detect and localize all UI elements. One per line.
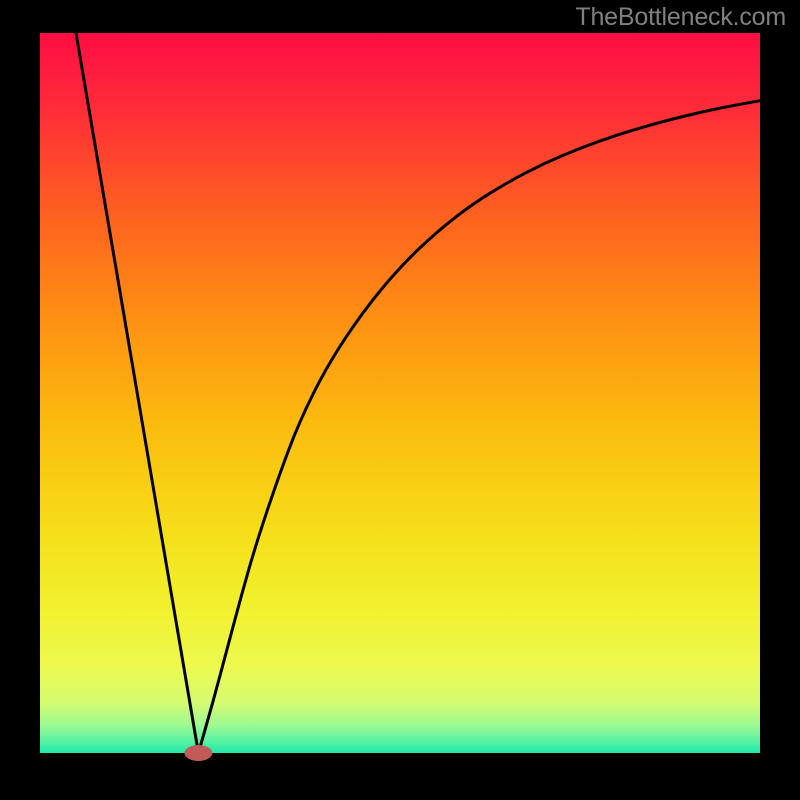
plot-svg [0, 0, 800, 800]
minimum-marker [184, 745, 212, 761]
chart-frame: TheBottleneck.com [0, 0, 800, 800]
plot-background [40, 33, 760, 753]
